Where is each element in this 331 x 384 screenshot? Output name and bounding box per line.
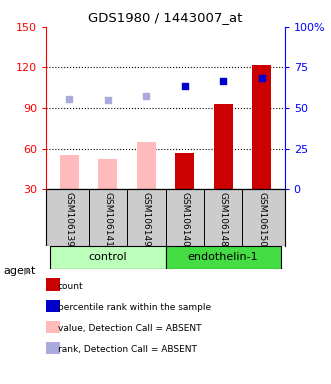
Text: GSM106149: GSM106149 (142, 192, 151, 247)
Bar (213, 104, 233, 189)
Point (220, 78, 226, 84)
Point (105, 97, 111, 103)
Point (182, 83, 187, 89)
Bar (175, 153, 194, 189)
Point (259, 75, 264, 81)
Text: agent: agent (3, 266, 36, 276)
Text: value, Detection Call = ABSENT: value, Detection Call = ABSENT (58, 324, 202, 333)
Title: GDS1980 / 1443007_at: GDS1980 / 1443007_at (88, 11, 243, 24)
Text: count: count (58, 281, 83, 291)
Text: endothelin-1: endothelin-1 (188, 252, 259, 262)
Text: rank, Detection Call = ABSENT: rank, Detection Call = ABSENT (58, 345, 197, 354)
Bar (137, 142, 156, 189)
Text: GSM106148: GSM106148 (219, 192, 228, 247)
Bar (252, 65, 271, 189)
Text: GSM106139: GSM106139 (65, 192, 74, 247)
Text: GSM106140: GSM106140 (180, 192, 189, 247)
Text: ▶: ▶ (24, 266, 32, 276)
Point (144, 93, 149, 99)
Bar (166, 246, 281, 269)
Text: GSM106141: GSM106141 (103, 192, 112, 247)
Text: GSM106150: GSM106150 (257, 192, 266, 247)
Bar (50, 246, 166, 269)
Text: percentile rank within the sample: percentile rank within the sample (58, 303, 211, 312)
Bar (98, 159, 118, 189)
Bar (60, 156, 79, 189)
Point (67, 96, 72, 102)
Text: control: control (88, 252, 127, 262)
